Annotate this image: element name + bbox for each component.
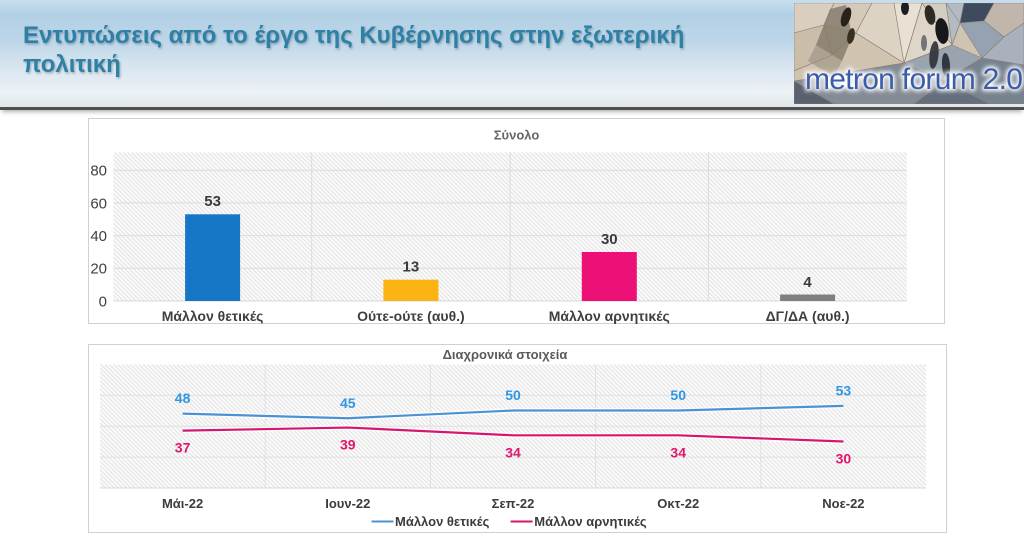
svg-text:13: 13 (403, 259, 420, 276)
svg-text:Σύνολο: Σύνολο (494, 128, 540, 143)
svg-text:Μάι-22: Μάι-22 (162, 496, 203, 511)
svg-text:37: 37 (175, 440, 191, 456)
svg-text:34: 34 (505, 444, 521, 460)
svg-text:40: 40 (90, 228, 107, 245)
svg-text:34: 34 (670, 444, 686, 460)
svg-text:Ιουν-22: Ιουν-22 (325, 496, 370, 511)
svg-text:53: 53 (204, 193, 221, 210)
svg-text:48: 48 (175, 390, 191, 406)
svg-text:50: 50 (505, 387, 521, 403)
svg-text:39: 39 (340, 437, 356, 453)
svg-text:50: 50 (670, 387, 686, 403)
svg-text:Μάλλον θετικές: Μάλλον θετικές (162, 308, 264, 324)
svg-text:Μάλλον αρνητικές: Μάλλον αρνητικές (534, 514, 647, 529)
svg-text:Διαχρονικά στοιχεία: Διαχρονικά στοιχεία (443, 347, 568, 362)
svg-text:Μάλλον θετικές: Μάλλον θετικές (395, 514, 490, 529)
svg-text:ΔΓ/ΔΑ (αυθ.): ΔΓ/ΔΑ (αυθ.) (766, 308, 850, 324)
svg-text:Νοε-22: Νοε-22 (822, 496, 864, 511)
svg-text:30: 30 (836, 451, 852, 467)
svg-text:60: 60 (90, 195, 107, 212)
svg-text:metron forum 2.0: metron forum 2.0 (805, 63, 1022, 96)
svg-text:Οκτ-22: Οκτ-22 (657, 496, 699, 511)
svg-text:metron forum 2.0: metron forum 2.0 (805, 63, 1022, 96)
svg-text:Σεπ-22: Σεπ-22 (492, 496, 535, 511)
svg-text:45: 45 (340, 395, 356, 411)
svg-text:Μάλλον αρνητικές: Μάλλον αρνητικές (549, 308, 670, 324)
svg-text:4: 4 (803, 274, 812, 291)
svg-text:Ούτε-ούτε (αυθ.): Ούτε-ούτε (αυθ.) (357, 308, 465, 324)
svg-text:0: 0 (99, 293, 107, 310)
svg-text:20: 20 (90, 261, 107, 278)
svg-text:80: 80 (90, 163, 107, 180)
svg-text:30: 30 (601, 231, 618, 248)
svg-text:53: 53 (836, 382, 852, 398)
